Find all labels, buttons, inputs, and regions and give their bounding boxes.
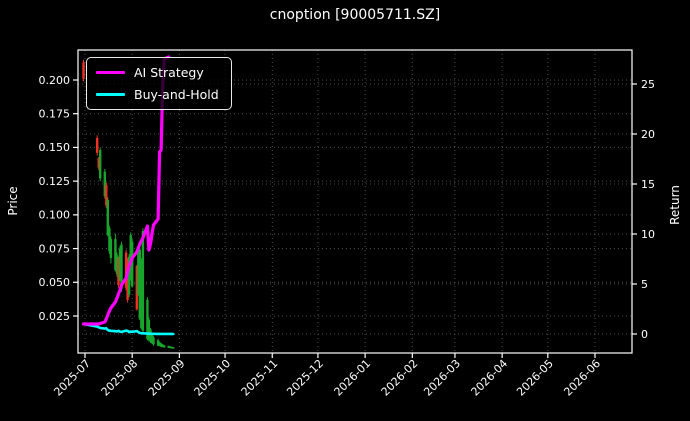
month-tick-label: 2025-11	[239, 357, 281, 399]
candle-down-body	[156, 340, 160, 346]
buy-and-hold-line	[82, 322, 175, 336]
candle-down-body	[170, 347, 173, 349]
legend: AI Strategy Buy-and-Hold	[86, 57, 232, 110]
price-tick-label: 0.125	[39, 175, 71, 188]
ai-strategy-line-swatch	[96, 71, 125, 74]
candle-down-body	[146, 299, 149, 339]
candle-down-body	[127, 256, 131, 295]
candle-down-body	[169, 346, 172, 349]
candle-up-body	[117, 258, 120, 285]
price-tick-label: 0.100	[39, 209, 71, 222]
candle-down-body	[140, 260, 143, 329]
plot-frame	[77, 49, 633, 354]
candle-down-body	[138, 249, 141, 319]
return-tick-label: 0	[641, 328, 648, 341]
legend-item-ai-strategy: AI Strategy	[96, 64, 219, 81]
return-tick-label: 25	[641, 78, 655, 91]
candle-down-body	[120, 244, 123, 289]
price-tick-label: 0.150	[39, 141, 71, 154]
candle-down-body	[158, 342, 161, 346]
chart-title: cnoption [90005711.SZ]	[269, 7, 441, 23]
price-tick-label: 0.075	[39, 242, 71, 255]
month-tick-label: 2026-05	[514, 357, 556, 399]
return-tick-label: 5	[641, 278, 648, 291]
return-tick-label: 15	[641, 178, 655, 191]
month-tick-label: 2026-01	[332, 357, 374, 399]
return-axis-label: Return	[668, 185, 682, 225]
candle-down-body	[159, 343, 163, 347]
price-tick-label: 0.175	[39, 108, 71, 121]
legend-label: Buy-and-Hold	[134, 87, 219, 102]
month-tick-label: 2025-08	[99, 357, 141, 399]
month-tick-label: 2026-04	[469, 357, 511, 399]
candle-down-body	[109, 239, 113, 258]
candle-up-body	[124, 252, 128, 288]
legend-item-buy-and-hold: Buy-and-Hold	[96, 86, 219, 103]
candle-up-body	[105, 185, 108, 206]
candle-down-body	[129, 235, 132, 280]
price-tick-label: 0.050	[39, 276, 71, 289]
month-tick-label: 2025-12	[284, 357, 326, 399]
month-tick-label: 2026-02	[379, 357, 421, 399]
month-tick-label: 2026-06	[561, 357, 603, 399]
return-tick-label: 20	[641, 128, 655, 141]
ai-strategy-line	[81, 55, 171, 326]
candle-up-body	[96, 138, 99, 153]
candle-up-body	[82, 62, 85, 79]
candle-down-body	[137, 251, 140, 295]
candle-down-body	[147, 320, 151, 341]
candle-down-body	[172, 347, 175, 349]
price-tick-label: 0.025	[39, 310, 71, 323]
candle-up-body	[97, 158, 100, 168]
candle-down-body	[167, 345, 170, 348]
month-tick-label: 2026-03	[421, 357, 463, 399]
candle-down-body	[141, 231, 145, 331]
legend-label: AI Strategy	[134, 65, 204, 80]
buy-and-hold-line-swatch	[96, 93, 125, 96]
candle-down-body	[99, 150, 102, 179]
price-axis-label: Price	[6, 186, 20, 216]
price-tick-label: 0.200	[39, 74, 71, 87]
month-tick-label: 2025-10	[192, 357, 234, 399]
candle-up-body	[135, 266, 138, 310]
month-tick-label: 2025-09	[146, 357, 188, 399]
candle-down-body	[118, 248, 122, 280]
candle-down-body	[163, 345, 166, 348]
candle-down-body	[131, 241, 134, 287]
candle-down-body	[150, 334, 154, 343]
candle-down-body	[161, 344, 164, 347]
candle-down-body	[106, 200, 109, 236]
candle-down-body	[152, 337, 155, 345]
candle-down-body	[103, 171, 106, 196]
month-tick-label: 2025-07	[51, 357, 93, 399]
candle-down-body	[115, 255, 119, 275]
candle-up-body	[126, 260, 129, 300]
candle-down-body	[114, 239, 117, 271]
candle-down-body	[149, 329, 152, 342]
return-tick-label: 10	[641, 228, 655, 241]
candle-down-body	[108, 228, 111, 252]
